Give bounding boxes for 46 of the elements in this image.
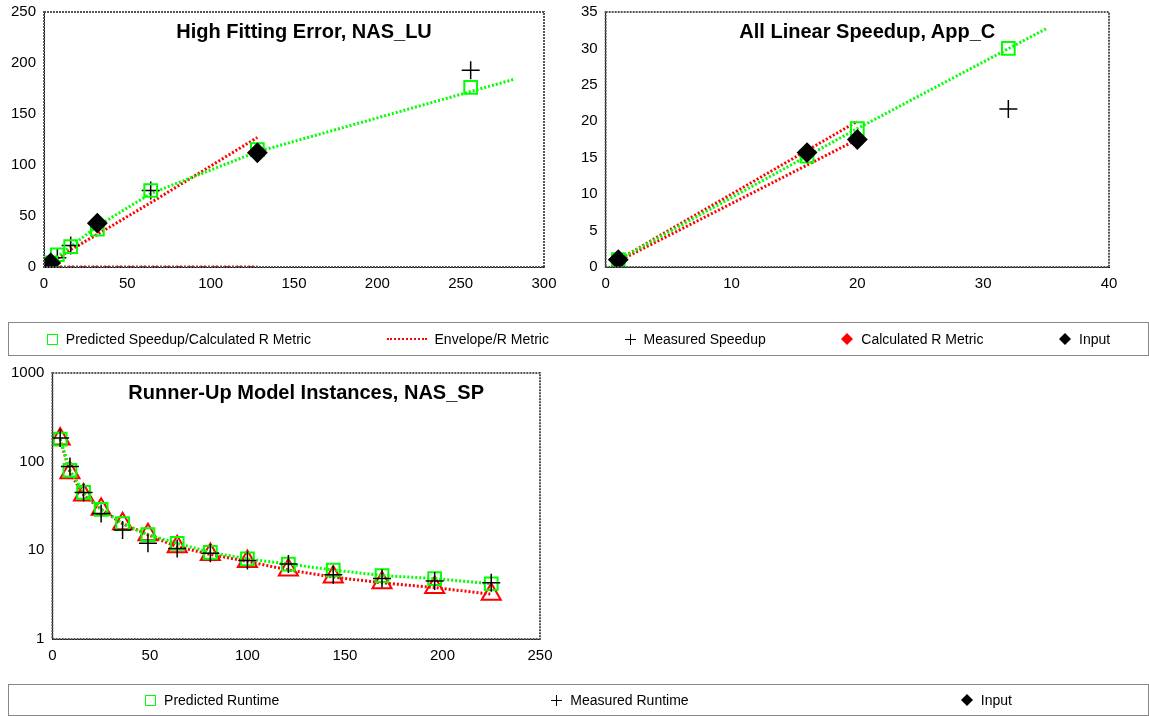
legend-label: Predicted Runtime xyxy=(164,692,280,708)
x-tick-label: 250 xyxy=(448,274,474,292)
y-tick-label: 1000 xyxy=(10,363,45,381)
legend-label: Predicted Speedup/Calculated R Metric xyxy=(65,331,311,347)
y-tick-label: 35 xyxy=(581,2,598,20)
y-tick-label: 0 xyxy=(27,257,37,275)
x-tick-label: 200 xyxy=(364,274,390,292)
x-tick-label: 250 xyxy=(527,646,553,664)
y-tick-label: 1 xyxy=(36,629,45,647)
y-tick-label: 100 xyxy=(19,451,45,469)
y-tick-label: 30 xyxy=(581,38,598,56)
y-tick-label: 10 xyxy=(27,540,45,558)
x-tick-label: 30 xyxy=(974,274,992,292)
x-tick-label: 150 xyxy=(281,274,307,292)
x-tick-label: 200 xyxy=(429,646,455,664)
legend-label: Input xyxy=(1079,331,1111,347)
chart-title: High Fitting Error, NAS_LU xyxy=(176,19,432,42)
legend-label: Measured Speedup xyxy=(643,331,766,347)
x-tick-label: 300 xyxy=(531,274,557,292)
chart-title: Runner-Up Model Instances, NAS_SP xyxy=(128,380,484,403)
y-tick-label: 10 xyxy=(581,184,598,202)
legend-label: Measured Runtime xyxy=(570,692,689,708)
x-tick-label: 10 xyxy=(723,274,740,292)
y-tick-label: 200 xyxy=(11,53,37,71)
x-tick-label: 100 xyxy=(198,274,224,292)
x-tick-label: 20 xyxy=(849,274,866,292)
x-tick-label: 50 xyxy=(141,646,159,664)
x-tick-label: 50 xyxy=(119,274,136,292)
y-tick-label: 100 xyxy=(11,155,37,173)
y-tick-label: 150 xyxy=(11,104,37,122)
x-tick-label: 0 xyxy=(601,274,610,292)
y-tick-label: 20 xyxy=(581,111,598,129)
legend-label: Envelope/R Metric xyxy=(434,331,549,347)
x-tick-label: 40 xyxy=(1100,274,1118,292)
x-tick-label: 100 xyxy=(234,646,260,664)
y-tick-label: 5 xyxy=(589,220,598,238)
y-tick-label: 250 xyxy=(11,2,37,20)
x-tick-label: 0 xyxy=(48,646,57,664)
legend-label: Calculated R Metric xyxy=(861,331,984,347)
y-tick-label: 50 xyxy=(19,206,37,224)
chart-title: All Linear Speedup, App_C xyxy=(739,19,996,42)
y-tick-label: 15 xyxy=(581,147,598,165)
legend-label: Input xyxy=(980,692,1012,708)
y-tick-label: 0 xyxy=(589,257,598,275)
y-tick-label: 25 xyxy=(581,75,598,92)
x-tick-label: 150 xyxy=(332,646,358,664)
